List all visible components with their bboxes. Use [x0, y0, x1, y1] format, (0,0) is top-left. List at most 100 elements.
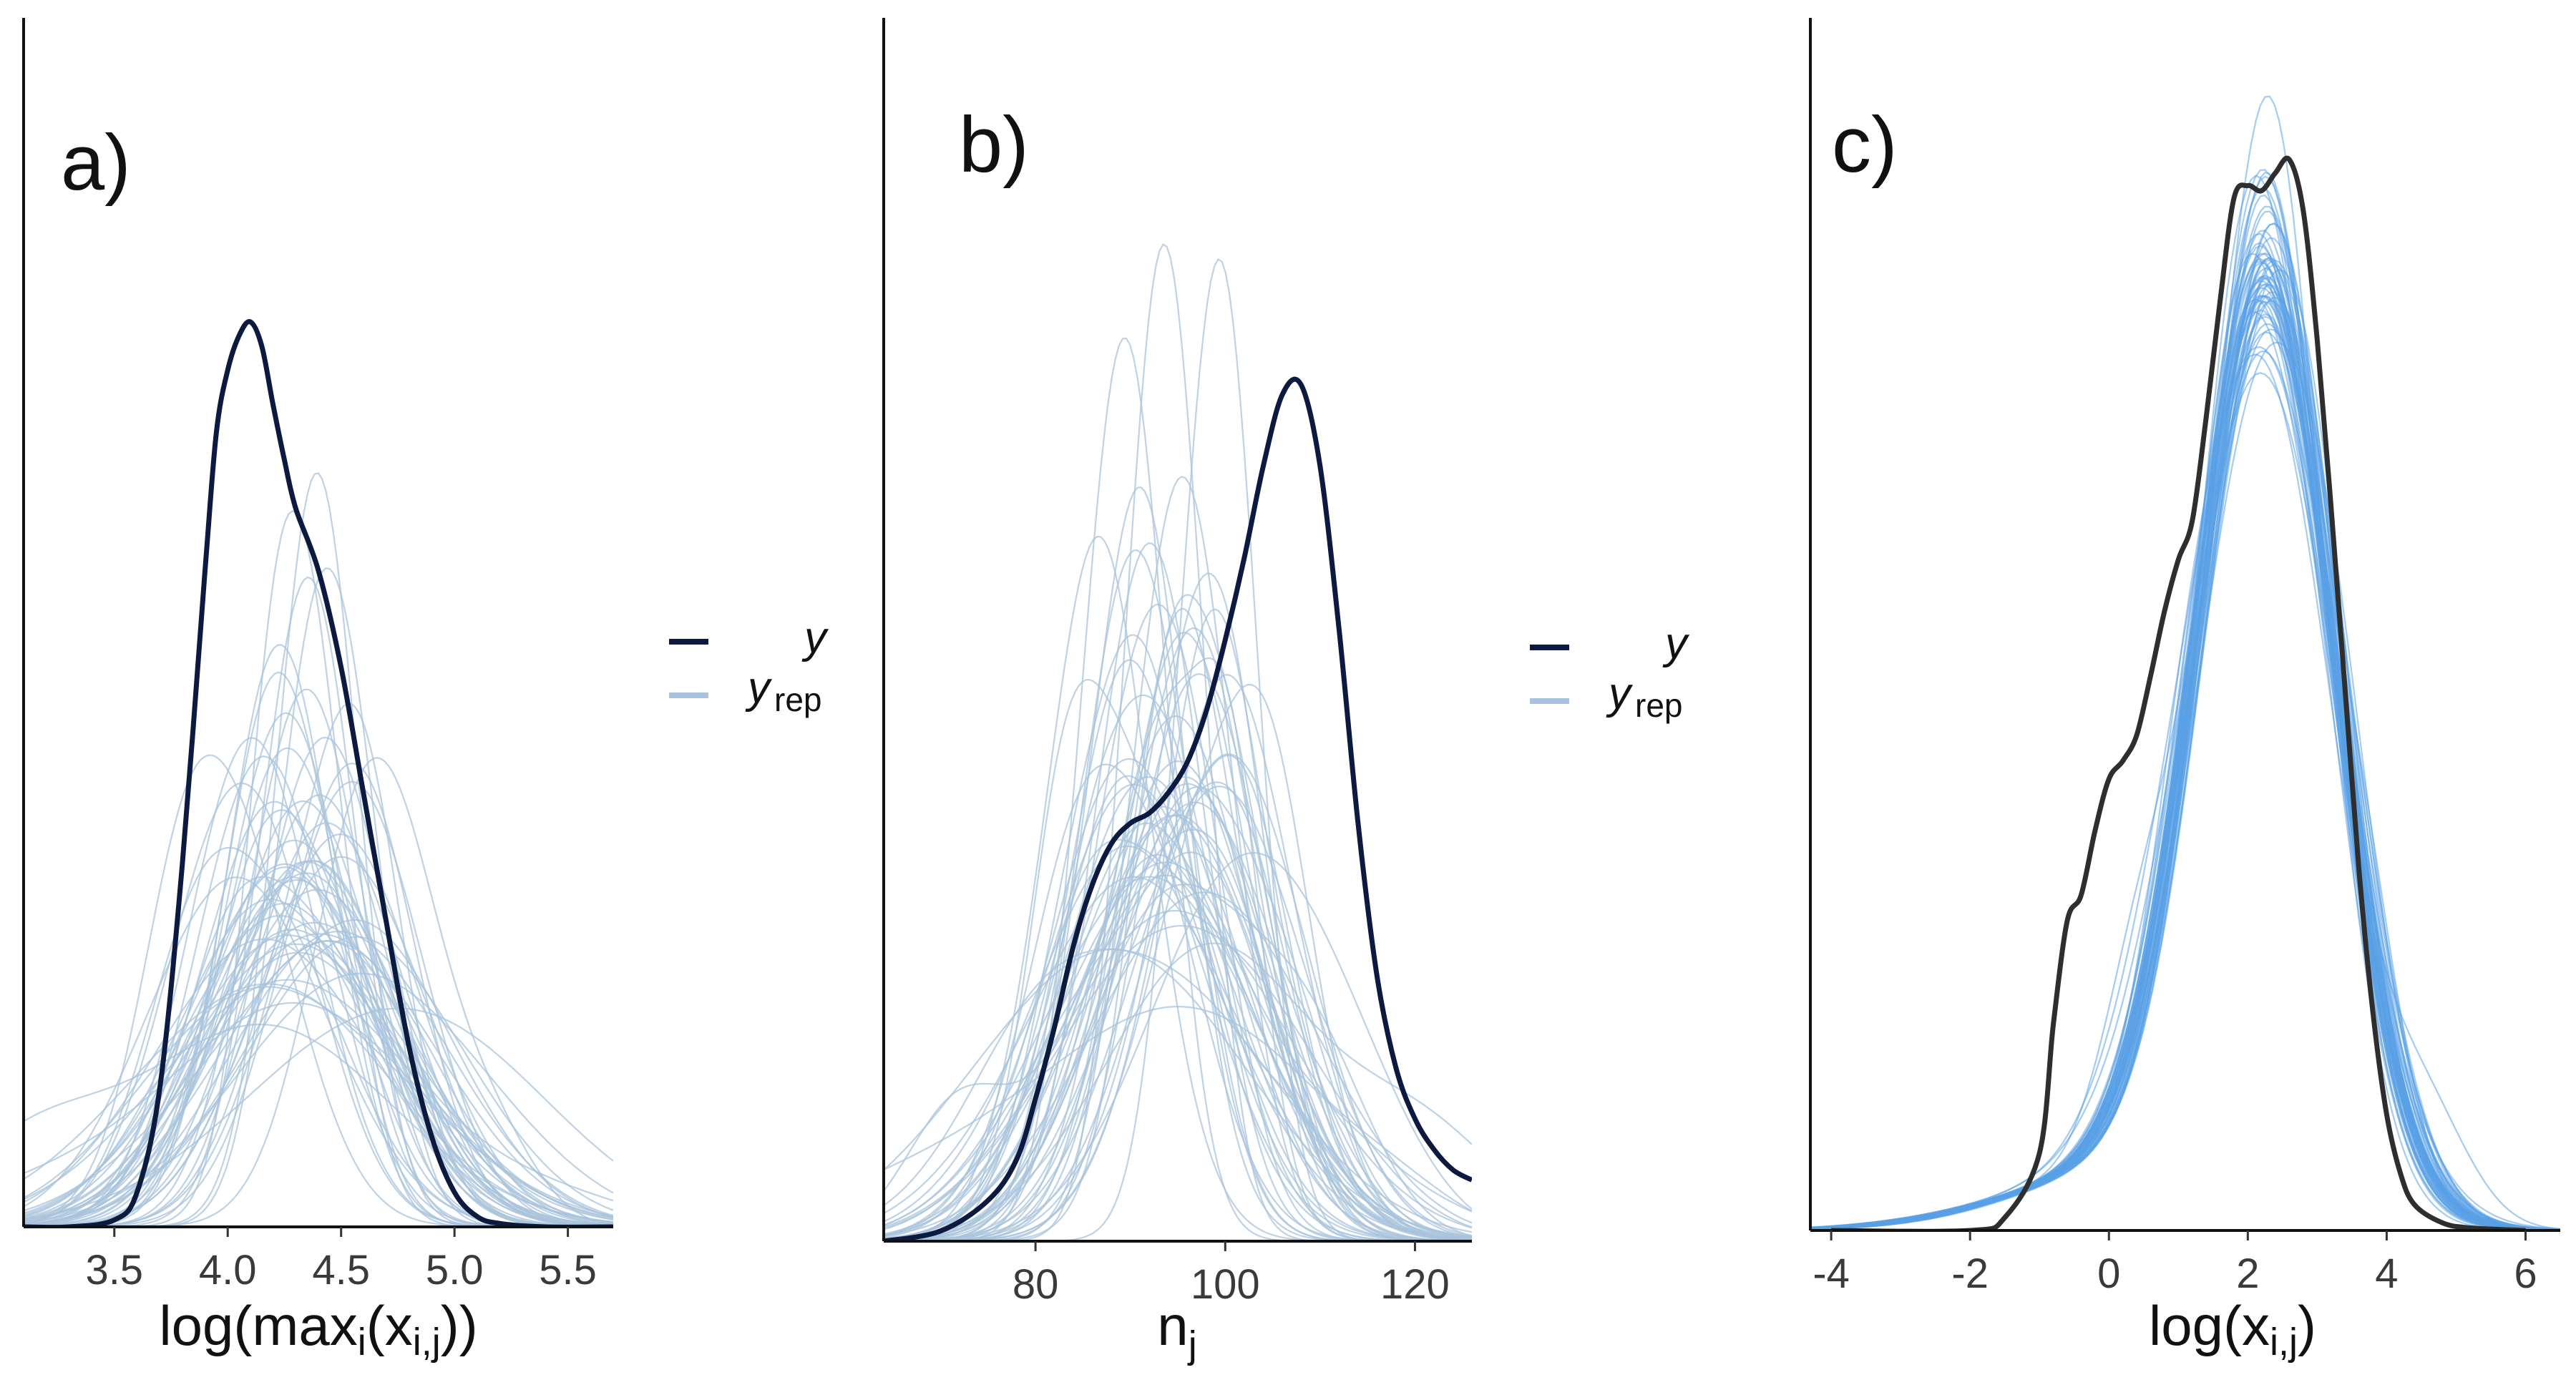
panel-b-ticks: 80 100 120 — [1013, 1241, 1450, 1308]
panel-b-tick-label: 120 — [1380, 1261, 1450, 1308]
panel-c-yrep-curve — [1810, 169, 2560, 1230]
panel-b-yrep-curve — [884, 851, 1472, 1241]
panel-a-yrep-curve — [24, 1002, 613, 1219]
panel-c-xlabel-sub: i,j — [2270, 1321, 2298, 1364]
panel-a-xlabel-sub2: i,j — [413, 1321, 441, 1364]
panel-a-yrep-curve — [24, 930, 613, 1225]
panel-b: 80 100 120 b) nj — [882, 18, 1472, 1366]
panel-a-yrep-curve — [24, 1023, 613, 1223]
panel-c-tick-label: 6 — [2514, 1250, 2537, 1297]
panel-b-replicated-series — [884, 243, 1472, 1241]
panel-c-observed-series — [1831, 155, 2526, 1230]
panel-a-yrep-curve — [24, 902, 613, 1226]
panel-c-tick-label: 2 — [2236, 1250, 2259, 1297]
panel-c-yrep-curve — [1810, 210, 2560, 1230]
panel-b-yrep-curve — [884, 801, 1472, 1241]
panel-a-tick-label: 3.5 — [85, 1247, 143, 1293]
panel-b-yrep-curve — [884, 891, 1472, 1237]
panel-b-yrep-curve — [884, 715, 1472, 1241]
panel-c-yrep-curve — [1810, 323, 2560, 1230]
panel-c-yrep-curve — [1810, 372, 2560, 1230]
panel-b-yrep-curve — [884, 781, 1472, 1241]
panel-a-xlabel-mid: (x — [366, 1294, 413, 1357]
panel-a-yrep-curve — [24, 576, 613, 1227]
panel-a-yrep-curve — [24, 936, 613, 1225]
legend-b-yrep-main: y — [1606, 669, 1634, 718]
panel-b-xlabel: nj — [1157, 1294, 1196, 1366]
panel-a-tick-label: 4.5 — [312, 1247, 370, 1293]
panel-b-observed-series — [884, 376, 1472, 1241]
panel-c-yrep-curve — [1810, 258, 2560, 1230]
panel-a-yrep-curve — [24, 934, 613, 1224]
legend-a-y-label: y — [801, 613, 829, 662]
legend-a-yrep-sub: rep — [774, 681, 821, 718]
panel-c-xlabel-end: ) — [2298, 1294, 2316, 1357]
panel-b-yrep-curve — [884, 852, 1472, 1241]
panel-b-yrep-curve — [884, 476, 1472, 1241]
panel-a-yrep-curve — [24, 856, 613, 1227]
panel-b-yrep-curve — [884, 783, 1472, 1241]
panel-b-tag: b) — [959, 101, 1029, 189]
panel-a-xlabel-main: log(max — [159, 1294, 357, 1357]
panel-a-yrep-curve — [24, 863, 613, 1227]
panel-a-yrep-curve — [24, 943, 613, 1223]
panel-c-tick-label: -2 — [1951, 1250, 1989, 1297]
panel-b-yrep-curve — [884, 806, 1472, 1241]
panel-c: -4 -2 0 2 4 6 c) log(xi,j) — [1809, 18, 2560, 1364]
panel-b-xlabel-main: n — [1157, 1294, 1188, 1357]
panel-a-tick-label: 5.5 — [539, 1247, 597, 1293]
panel-a-tick-label: 4.0 — [199, 1247, 257, 1293]
panel-b-yrep-curve — [884, 924, 1472, 1230]
panel-c-tag: c) — [1832, 101, 1898, 189]
panel-c-xlabel-main: log(x — [2149, 1294, 2270, 1357]
panel-b-yrep-curve — [884, 845, 1472, 1240]
panel-c-replicated-series — [1810, 95, 2560, 1230]
panel-b-yrep-curve — [884, 337, 1472, 1241]
legend-a-yrep-label: y rep — [745, 663, 821, 718]
panel-c-tick-label: 4 — [2375, 1250, 2398, 1297]
panel-a-yrep-curve — [24, 567, 613, 1227]
legend-b-yrep-label: y rep — [1606, 669, 1682, 724]
panel-b-yrep-curve — [884, 909, 1472, 1229]
panel-a-xlabel-sub: i — [358, 1321, 366, 1364]
panel-a-yrep-curve — [24, 940, 613, 1223]
panel-a-yrep-curve — [24, 736, 613, 1227]
panel-a-tick-label: 5.0 — [426, 1247, 484, 1293]
panel-a-yrep-curve — [24, 979, 613, 1219]
panel-c-yrep-curve — [1810, 313, 2560, 1230]
panel-b-yrep-curve — [884, 243, 1472, 1241]
panel-b-yrep-curve — [884, 883, 1472, 1241]
panel-b-yrep-curve — [884, 659, 1472, 1241]
panel-b-yrep-curve — [884, 634, 1472, 1241]
panel-a-yrep-curve — [24, 878, 613, 1227]
panel-c-ticks: -4 -2 0 2 4 6 — [1813, 1230, 2537, 1297]
legend-a: y y rep — [669, 613, 829, 718]
panel-a-yrep-curve — [24, 876, 613, 1227]
panel-a-observed-series — [24, 319, 613, 1227]
panel-a-replicated-series — [24, 472, 613, 1227]
panel-b-tick-label: 80 — [1013, 1261, 1059, 1308]
panel-b-yrep-curve — [884, 763, 1472, 1241]
panel-b-yrep-curve — [884, 754, 1472, 1241]
legend-b: y y rep — [1530, 619, 1690, 724]
panel-b-yrep-curve — [884, 822, 1472, 1240]
panel-a-xlabel-end: )) — [441, 1294, 478, 1357]
panel-a-yrep-curve — [24, 866, 613, 1227]
panel-c-xlabel: log(xi,j) — [2149, 1294, 2316, 1364]
panel-a: 3.5 4.0 4.5 5.0 5.5 a) log(maxi(xi,j)) — [22, 18, 613, 1364]
panel-b-xlabel-sub: j — [1187, 1323, 1197, 1366]
panel-b-tick-label: 100 — [1191, 1261, 1260, 1308]
panel-c-tick-label: 0 — [2097, 1250, 2120, 1297]
panel-a-xlabel: log(maxi(xi,j)) — [159, 1294, 477, 1364]
panel-b-yrep-curve — [884, 776, 1472, 1241]
legend-b-y-label: y — [1662, 619, 1690, 668]
panel-b-yrep-curve — [884, 861, 1472, 1238]
panel-b-yrep-curve — [884, 1005, 1472, 1213]
panel-a-yrep-curve — [24, 898, 613, 1227]
panel-b-yrep-curve — [884, 942, 1472, 1240]
panel-b-yrep-curve — [884, 874, 1472, 1240]
panel-a-yrep-curve — [24, 983, 613, 1223]
panel-c-tick-label: -4 — [1813, 1250, 1850, 1297]
legend-a-yrep-main: y — [745, 663, 773, 713]
